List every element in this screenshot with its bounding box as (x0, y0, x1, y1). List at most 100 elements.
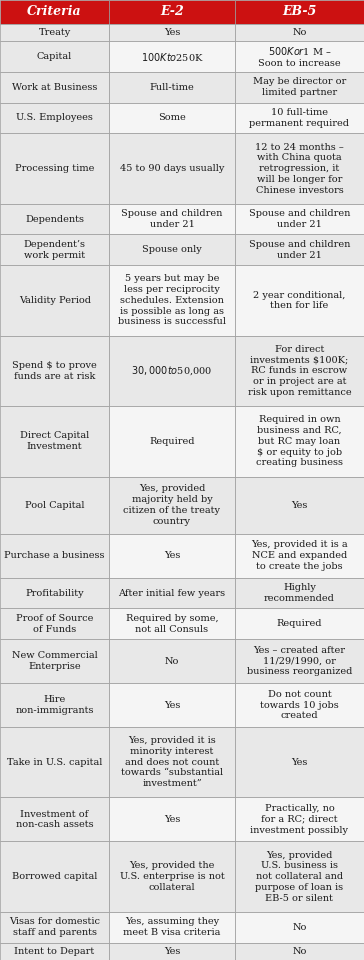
Bar (0, 798, 109, 841)
Text: $500K or $1 M –
Soon to increase: $500K or $1 M – Soon to increase (258, 45, 341, 68)
Bar (109, 639, 235, 683)
Text: Yes: Yes (164, 947, 180, 956)
Bar (235, 578, 364, 609)
Bar (109, 534, 235, 578)
Text: Yes: Yes (291, 500, 308, 510)
Text: Intent to Depart: Intent to Depart (15, 947, 95, 956)
Text: Required in own
business and RC,
but RC may loan
$ or equity to job
creating bus: Required in own business and RC, but RC … (256, 416, 343, 468)
Text: No: No (292, 923, 306, 931)
Text: Yes: Yes (164, 815, 180, 824)
Bar (0, 234, 109, 265)
Bar (235, 0, 364, 24)
Bar (109, 683, 235, 727)
Bar (235, 912, 364, 943)
Text: No: No (292, 947, 306, 956)
Text: E-2: E-2 (160, 6, 184, 18)
Text: $100K to $250K: $100K to $250K (141, 51, 203, 62)
Bar (235, 943, 364, 960)
Text: Investment of
non-cash assets: Investment of non-cash assets (16, 809, 94, 829)
Text: Yes, provided the
U.S. enterprise is not
collateral: Yes, provided the U.S. enterprise is not… (120, 861, 224, 892)
Text: Yes: Yes (164, 28, 180, 37)
Text: Take in U.S. capital: Take in U.S. capital (7, 757, 102, 767)
Bar (109, 72, 235, 103)
Text: Spouse only: Spouse only (142, 246, 202, 254)
Bar (109, 943, 235, 960)
Bar (235, 204, 364, 234)
Bar (0, 406, 109, 476)
Text: New Commercial
Enterprise: New Commercial Enterprise (12, 651, 98, 671)
Text: For direct
investments $100K;
RC funds in escrow
or in project are at
risk upon : For direct investments $100K; RC funds i… (248, 345, 351, 396)
Bar (0, 534, 109, 578)
Bar (235, 133, 364, 204)
Text: No: No (165, 657, 179, 665)
Bar (0, 912, 109, 943)
Bar (235, 406, 364, 476)
Text: Yes: Yes (291, 757, 308, 767)
Bar (235, 24, 364, 41)
Bar (109, 578, 235, 609)
Text: Yes: Yes (164, 701, 180, 709)
Text: Profitability: Profitability (25, 588, 84, 597)
Bar (0, 204, 109, 234)
Bar (109, 234, 235, 265)
Bar (109, 727, 235, 798)
Text: May be director or
limited partner: May be director or limited partner (253, 78, 346, 97)
Bar (0, 841, 109, 912)
Text: Yes – created after
11/29/1990, or
business reorganized: Yes – created after 11/29/1990, or busin… (247, 646, 352, 676)
Bar (235, 639, 364, 683)
Bar (0, 133, 109, 204)
Bar (109, 204, 235, 234)
Text: Required: Required (149, 437, 195, 445)
Text: Spouse and children
under 21: Spouse and children under 21 (249, 240, 350, 260)
Text: Yes, provided it is a
NCE and expanded
to create the jobs: Yes, provided it is a NCE and expanded t… (251, 540, 348, 571)
Bar (0, 578, 109, 609)
Text: Proof of Source
of Funds: Proof of Source of Funds (16, 613, 93, 634)
Text: 12 to 24 months –
with China quota
retrogression, it
will be longer for
Chinese : 12 to 24 months – with China quota retro… (255, 143, 344, 195)
Bar (0, 103, 109, 133)
Text: Required by some,
not all Consuls: Required by some, not all Consuls (126, 613, 218, 634)
Text: Validity Period: Validity Period (19, 296, 91, 305)
Text: Highly
recommended: Highly recommended (264, 583, 335, 603)
Bar (235, 265, 364, 336)
Text: Yes, assuming they
meet B visa criteria: Yes, assuming they meet B visa criteria (123, 918, 221, 937)
Bar (235, 798, 364, 841)
Text: Dependent’s
work permit: Dependent’s work permit (24, 240, 86, 260)
Bar (0, 476, 109, 534)
Bar (235, 41, 364, 72)
Text: Yes: Yes (164, 551, 180, 561)
Bar (235, 727, 364, 798)
Bar (109, 24, 235, 41)
Text: $30,000 to $50,000: $30,000 to $50,000 (131, 365, 213, 377)
Text: Capital: Capital (37, 52, 72, 61)
Text: 5 years but may be
less per reciprocity
schedules. Extension
is possible as long: 5 years but may be less per reciprocity … (118, 275, 226, 326)
Text: Yes, provided
majority held by
citizen of the treaty
country: Yes, provided majority held by citizen o… (123, 485, 221, 526)
Text: Required: Required (277, 619, 322, 628)
Text: Yes, provided it is
minority interest
and does not count
towards “substantial
in: Yes, provided it is minority interest an… (121, 736, 223, 788)
Text: Spouse and children
under 21: Spouse and children under 21 (121, 209, 223, 229)
Text: U.S. Employees: U.S. Employees (16, 113, 93, 123)
Text: Dependents: Dependents (25, 215, 84, 224)
Bar (0, 943, 109, 960)
Bar (109, 133, 235, 204)
Bar (0, 24, 109, 41)
Bar (109, 912, 235, 943)
Bar (235, 234, 364, 265)
Bar (235, 534, 364, 578)
Bar (235, 72, 364, 103)
Text: 2 year conditional,
then for life: 2 year conditional, then for life (253, 291, 345, 310)
Bar (235, 103, 364, 133)
Text: 10 full-time
permanent required: 10 full-time permanent required (249, 108, 349, 128)
Bar (109, 265, 235, 336)
Text: Work at Business: Work at Business (12, 83, 97, 92)
Text: Spouse and children
under 21: Spouse and children under 21 (249, 209, 350, 229)
Text: Pool Capital: Pool Capital (25, 500, 84, 510)
Text: No: No (292, 28, 306, 37)
Text: Visas for domestic
staff and parents: Visas for domestic staff and parents (9, 918, 100, 937)
Text: Borrowed capital: Borrowed capital (12, 872, 97, 881)
Bar (109, 798, 235, 841)
Bar (235, 476, 364, 534)
Bar (235, 609, 364, 639)
Bar (109, 41, 235, 72)
Bar (0, 72, 109, 103)
Bar (109, 841, 235, 912)
